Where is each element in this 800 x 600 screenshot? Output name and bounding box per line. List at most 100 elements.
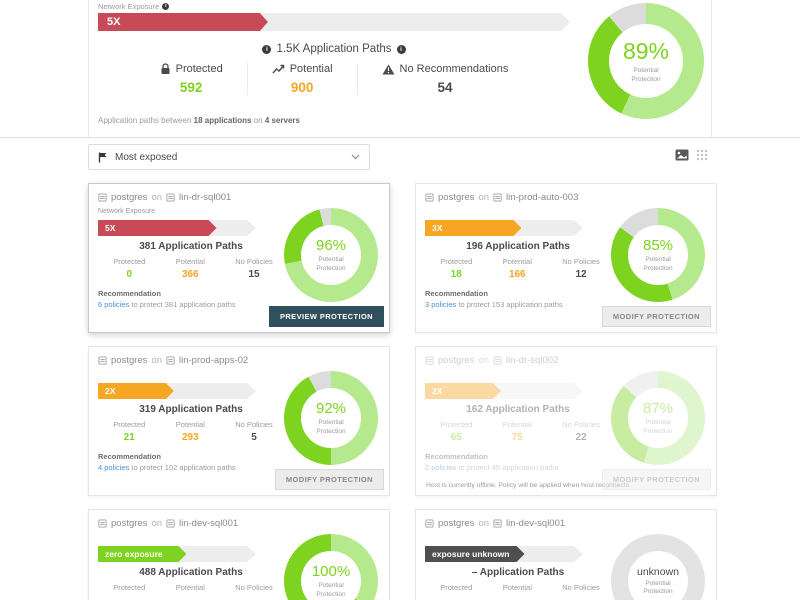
- app-name: postgres: [438, 518, 475, 529]
- network-exposure-text: Network Exposure: [98, 2, 160, 11]
- exposure-bar: exposure unknown: [425, 546, 583, 562]
- protected-value: 0: [126, 269, 133, 280]
- policies-link[interactable]: 3 policies: [425, 300, 457, 309]
- donut-percent: 92%: [315, 400, 347, 418]
- app-card-lin-prod-apps-02[interactable]: postgres on lin-prod-apps-02 2X 319 Appl…: [88, 346, 390, 496]
- application-paths-count: 196 Application Paths: [466, 241, 570, 252]
- summary-panel: Network Exposure i 5X i 1.5K Application…: [88, 0, 712, 137]
- recommendation-label: Recommendation: [98, 289, 161, 298]
- protection-donut-chart: 96% Potential Protection: [284, 208, 378, 302]
- stat-potential-value: 900: [290, 80, 314, 95]
- card-stats: Protected 65 Potential 75 No Policies 22: [440, 420, 600, 443]
- recommendation-label: Recommendation: [98, 452, 161, 461]
- sort-filter-label: Most exposed: [115, 151, 178, 163]
- database-icon: [425, 193, 434, 202]
- card-header: postgres on lin-dev-sql001: [416, 510, 716, 529]
- application-paths-title: i 1.5K Application Paths i: [98, 43, 570, 55]
- card-stats: Protected Potential No Policies: [113, 583, 273, 592]
- app-name: postgres: [438, 192, 475, 203]
- app-card-lin-dev-sql001-zero[interactable]: postgres on lin-dev-sql001 zero exposure…: [88, 509, 390, 600]
- donut-label: Potential Protection: [643, 256, 673, 272]
- host-name: lin-dev-sql001: [506, 518, 566, 529]
- stat-potential-label: Potential: [289, 63, 333, 75]
- protected-value: 65: [450, 432, 462, 443]
- network-exposure-label: Network Exposure i: [98, 2, 170, 11]
- summary-donut-percent: 89%: [622, 38, 670, 65]
- card-header: postgres on lin-prod-apps-02: [89, 347, 389, 366]
- sort-filter-dropdown[interactable]: Most exposed: [88, 144, 370, 170]
- exposure-bar-fill: 3X: [425, 220, 521, 236]
- policies-link[interactable]: 4 policies: [98, 463, 130, 472]
- exposure-bar-fill: 2X: [425, 383, 501, 399]
- exposure-bar: 5X: [98, 13, 570, 31]
- stat-potential: Potential 900: [246, 63, 357, 95]
- app-name: postgres: [111, 355, 148, 366]
- stat-protected: Protected 592: [136, 63, 247, 95]
- recommendation-label: Recommendation: [425, 452, 488, 461]
- app-card-lin-prod-auto-003[interactable]: postgres on lin-prod-auto-003 3X 196 App…: [415, 183, 717, 333]
- exposure-bar-fill: 2X: [98, 383, 174, 399]
- card-header: postgres on lin-dr-sql001: [89, 184, 389, 203]
- network-exposure-label: Network Exposure: [98, 208, 156, 215]
- no-policies-value: 22: [575, 432, 587, 443]
- on-text: on: [478, 192, 490, 203]
- card-header: postgres on lin-prod-auto-003: [416, 184, 716, 203]
- no-policies-value: 12: [575, 269, 587, 280]
- preview-protection-button[interactable]: PREVIEW PROTECTION: [268, 306, 384, 327]
- card-stats: Protected Potential No Policies: [440, 583, 600, 592]
- donut-label: Potential Protection: [316, 419, 346, 435]
- donut-percent: 85%: [642, 237, 674, 255]
- database-icon: [98, 356, 107, 365]
- modify-protection-button[interactable]: MODIFY PROTECTION: [601, 306, 711, 327]
- host-name: lin-dr-sql002: [506, 355, 559, 366]
- on-text: on: [478, 355, 490, 366]
- summary-donut-label: Potential Protection: [631, 67, 661, 83]
- donut-percent: 100%: [311, 563, 351, 581]
- app-name: postgres: [438, 355, 475, 366]
- protection-donut-chart: 85% Potential Protection: [611, 208, 705, 302]
- modify-protection-button[interactable]: MODIFY PROTECTION: [274, 469, 384, 490]
- protection-donut-chart: unknown Potential Protection: [611, 534, 705, 600]
- exposure-bar-fill: zero exposure: [98, 546, 186, 562]
- database-icon: [98, 193, 107, 202]
- card-stats: Protected 21 Potential 293 No Policies 5: [113, 420, 273, 443]
- application-paths-count: 319 Application Paths: [139, 404, 243, 415]
- app-name: postgres: [111, 192, 148, 203]
- recommendation-text: 3 policies to protect 153 application pa…: [425, 300, 563, 309]
- app-card-lin-dr-sql002[interactable]: postgres on lin-dr-sql002 2X 162 Applica…: [415, 346, 717, 496]
- recommendation-text: 2 policies to protect 45 application pat…: [425, 463, 559, 472]
- server-icon: [493, 356, 502, 365]
- app-name: postgres: [111, 518, 148, 529]
- donut-label: Potential Protection: [643, 419, 673, 435]
- potential-value: 366: [181, 269, 199, 280]
- potential-value: 166: [508, 269, 526, 280]
- application-paths-count: 162 Application Paths: [466, 404, 570, 415]
- policies-link[interactable]: 6 policies: [98, 300, 130, 309]
- exposure-bar: 5X: [98, 220, 256, 236]
- server-icon: [166, 519, 175, 528]
- protection-donut-chart: 92% Potential Protection: [284, 371, 378, 465]
- application-paths-title-text: 1.5K Application Paths: [276, 43, 392, 55]
- exposure-bar: 2X: [425, 383, 583, 399]
- database-icon: [425, 519, 434, 528]
- app-card-lin-dr-sql001[interactable]: postgres on lin-dr-sql001 Network Exposu…: [88, 183, 390, 333]
- protected-value: 18: [450, 269, 462, 280]
- server-icon: [166, 356, 175, 365]
- app-card-lin-dev-sql001-unknown[interactable]: postgres on lin-dev-sql001 exposure unkn…: [415, 509, 717, 600]
- server-icon: [493, 519, 502, 528]
- host-name: lin-prod-apps-02: [179, 355, 249, 366]
- trend-arrow-icon: [272, 64, 284, 73]
- on-text: on: [151, 192, 163, 203]
- host-name: lin-prod-auto-003: [506, 192, 579, 203]
- grid-view-icon[interactable]: [696, 149, 708, 161]
- protection-donut-chart: 87% Potential Protection: [611, 371, 705, 465]
- card-header: postgres on lin-dr-sql002: [416, 347, 716, 366]
- info-icon[interactable]: i: [262, 44, 272, 54]
- application-paths-count: – Application Paths: [471, 567, 565, 578]
- policies-link[interactable]: 2 policies: [425, 463, 457, 472]
- modify-protection-button[interactable]: MODIFY PROTECTION: [601, 469, 711, 490]
- card-view-icon[interactable]: [675, 149, 689, 161]
- info-icon[interactable]: i: [162, 3, 170, 10]
- info-icon[interactable]: i: [396, 44, 406, 54]
- donut-percent: 96%: [315, 237, 347, 255]
